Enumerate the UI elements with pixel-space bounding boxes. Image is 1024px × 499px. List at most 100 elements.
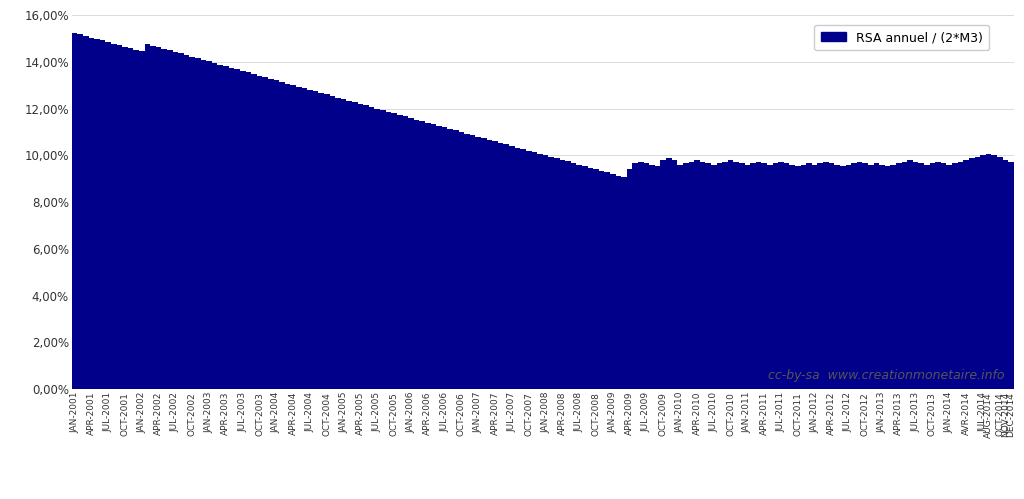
Bar bbox=[459, 132, 464, 389]
Bar bbox=[520, 149, 526, 389]
Bar bbox=[862, 163, 868, 389]
Bar bbox=[228, 67, 234, 389]
Bar bbox=[184, 55, 189, 389]
Bar bbox=[402, 116, 409, 389]
Bar bbox=[891, 165, 896, 389]
Bar bbox=[94, 39, 99, 389]
Bar bbox=[790, 165, 795, 389]
Bar bbox=[296, 86, 302, 389]
Bar bbox=[570, 163, 577, 389]
Bar bbox=[991, 155, 997, 389]
Bar bbox=[464, 134, 470, 389]
Bar bbox=[105, 42, 111, 389]
Bar bbox=[783, 163, 790, 389]
Bar bbox=[436, 126, 441, 389]
Bar bbox=[318, 93, 324, 389]
Bar bbox=[694, 160, 699, 389]
Bar bbox=[280, 82, 285, 389]
Bar bbox=[582, 166, 588, 389]
Bar bbox=[919, 163, 924, 389]
Bar bbox=[885, 166, 891, 389]
Bar bbox=[896, 163, 901, 389]
Bar bbox=[633, 163, 638, 389]
Bar bbox=[873, 163, 880, 389]
Bar bbox=[622, 177, 627, 389]
Bar bbox=[751, 163, 756, 389]
Bar bbox=[739, 163, 744, 389]
Bar bbox=[767, 165, 773, 389]
Bar bbox=[291, 85, 296, 389]
Bar bbox=[273, 80, 280, 389]
Bar bbox=[762, 163, 767, 389]
Bar bbox=[817, 163, 823, 389]
Bar bbox=[823, 162, 828, 389]
Bar bbox=[324, 94, 330, 389]
Bar bbox=[99, 40, 105, 389]
Bar bbox=[706, 163, 711, 389]
Bar bbox=[649, 165, 655, 389]
Bar bbox=[380, 110, 386, 389]
Bar bbox=[206, 61, 212, 389]
Bar bbox=[538, 154, 543, 389]
Bar bbox=[604, 172, 610, 389]
Bar bbox=[717, 163, 722, 389]
Bar bbox=[144, 44, 151, 389]
Bar bbox=[307, 90, 312, 389]
Bar bbox=[262, 77, 268, 389]
Bar bbox=[666, 158, 672, 389]
Bar bbox=[386, 112, 391, 389]
Bar bbox=[660, 160, 666, 389]
Bar bbox=[907, 160, 912, 389]
Bar bbox=[335, 97, 341, 389]
Bar bbox=[969, 158, 975, 389]
Bar bbox=[857, 162, 862, 389]
Bar bbox=[151, 45, 156, 389]
Bar bbox=[828, 163, 835, 389]
Bar bbox=[217, 64, 223, 389]
Bar bbox=[447, 129, 453, 389]
Bar bbox=[957, 162, 964, 389]
Bar bbox=[397, 115, 402, 389]
Bar bbox=[420, 121, 425, 389]
Bar bbox=[688, 162, 694, 389]
Bar bbox=[498, 143, 504, 389]
Bar bbox=[251, 74, 257, 389]
Bar bbox=[543, 155, 548, 389]
Bar bbox=[773, 163, 778, 389]
Bar bbox=[615, 176, 622, 389]
Bar bbox=[195, 58, 201, 389]
Bar bbox=[801, 165, 806, 389]
Bar bbox=[475, 137, 481, 389]
Bar bbox=[935, 162, 941, 389]
Bar bbox=[246, 72, 251, 389]
Bar bbox=[975, 157, 980, 389]
Bar bbox=[812, 165, 817, 389]
Bar bbox=[722, 162, 728, 389]
Bar bbox=[986, 154, 991, 389]
Bar bbox=[840, 166, 846, 389]
Bar bbox=[655, 166, 660, 389]
Bar bbox=[577, 165, 582, 389]
Bar bbox=[554, 158, 559, 389]
Bar bbox=[868, 165, 873, 389]
Bar bbox=[565, 161, 570, 389]
Bar bbox=[672, 160, 677, 389]
Bar bbox=[128, 48, 133, 389]
Bar bbox=[167, 50, 173, 389]
Bar bbox=[744, 165, 751, 389]
Bar bbox=[139, 51, 144, 389]
Bar bbox=[778, 162, 783, 389]
Legend: RSA annuel / (2*M3): RSA annuel / (2*M3) bbox=[814, 25, 988, 50]
Bar bbox=[1009, 162, 1014, 389]
Bar bbox=[941, 163, 946, 389]
Bar bbox=[851, 163, 857, 389]
Bar bbox=[638, 162, 644, 389]
Bar bbox=[178, 53, 184, 389]
Bar bbox=[1002, 160, 1009, 389]
Bar bbox=[212, 63, 217, 389]
Bar bbox=[156, 47, 162, 389]
Bar bbox=[369, 107, 375, 389]
Bar bbox=[425, 123, 430, 389]
Bar bbox=[559, 160, 565, 389]
Bar bbox=[441, 127, 447, 389]
